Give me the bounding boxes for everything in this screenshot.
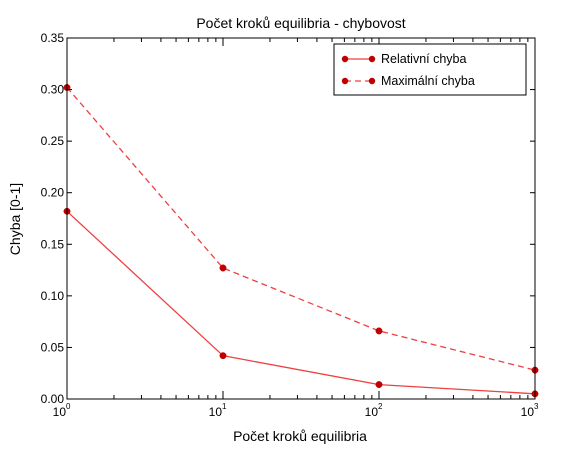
legend-entry: Relativní chyba: [341, 52, 467, 66]
legend-label: Maximální chyba: [381, 74, 475, 88]
series-2: [63, 84, 539, 374]
data-point: [375, 327, 383, 335]
series-line-1: [66, 210, 536, 395]
x-tick-base: 10: [53, 405, 67, 419]
series-line-2: [66, 87, 536, 371]
x-tick-exponent: 0: [66, 402, 71, 411]
x-tick-label: 10 2: [365, 402, 383, 419]
x-tick-exponent: 3: [534, 402, 539, 411]
x-tick-base: 10: [209, 405, 223, 419]
legend-label: Relativní chyba: [381, 52, 467, 66]
x-tick-base: 10: [365, 405, 379, 419]
x-tick-label: 10 0: [53, 402, 71, 419]
data-point: [219, 264, 227, 272]
y-tick-label: 0.20: [41, 186, 65, 200]
data-point: [375, 381, 383, 389]
y-axis-label: Chyba [0-1]: [7, 183, 23, 255]
y-tick-label: 0.00: [41, 392, 65, 406]
legend-marker: [341, 55, 349, 63]
x-tick-exponent: 2: [378, 402, 383, 411]
y-tick-label: 0.10: [41, 289, 65, 303]
chart-title: Počet kroků equilibria - chybovost: [196, 15, 405, 31]
series-1: [63, 207, 539, 398]
x-tick-base: 10: [521, 405, 535, 419]
y-tick-label: 0.35: [41, 31, 65, 45]
legend-entry: Maximální chyba: [341, 74, 475, 88]
x-tick-exponent: 1: [222, 402, 227, 411]
legend-box: [333, 43, 527, 96]
y-tick-label: 0.25: [41, 134, 65, 148]
legend-marker: [368, 77, 376, 85]
x-tick-label: 10 1: [209, 402, 227, 419]
x-axis-label: Počet kroků equilibria: [233, 428, 367, 444]
legend-marker: [368, 55, 376, 63]
legend-marker: [341, 77, 349, 85]
y-tick-label: 0.30: [41, 83, 65, 97]
y-tick-label: 0.15: [41, 237, 65, 251]
y-tick-label: 0.05: [41, 340, 65, 354]
x-tick-label: 10 3: [521, 402, 539, 419]
plot-area: [63, 84, 539, 398]
data-point: [219, 352, 227, 360]
plot-frame: [66, 37, 536, 400]
legend: Relativní chyba Maximální chyba: [333, 43, 527, 96]
